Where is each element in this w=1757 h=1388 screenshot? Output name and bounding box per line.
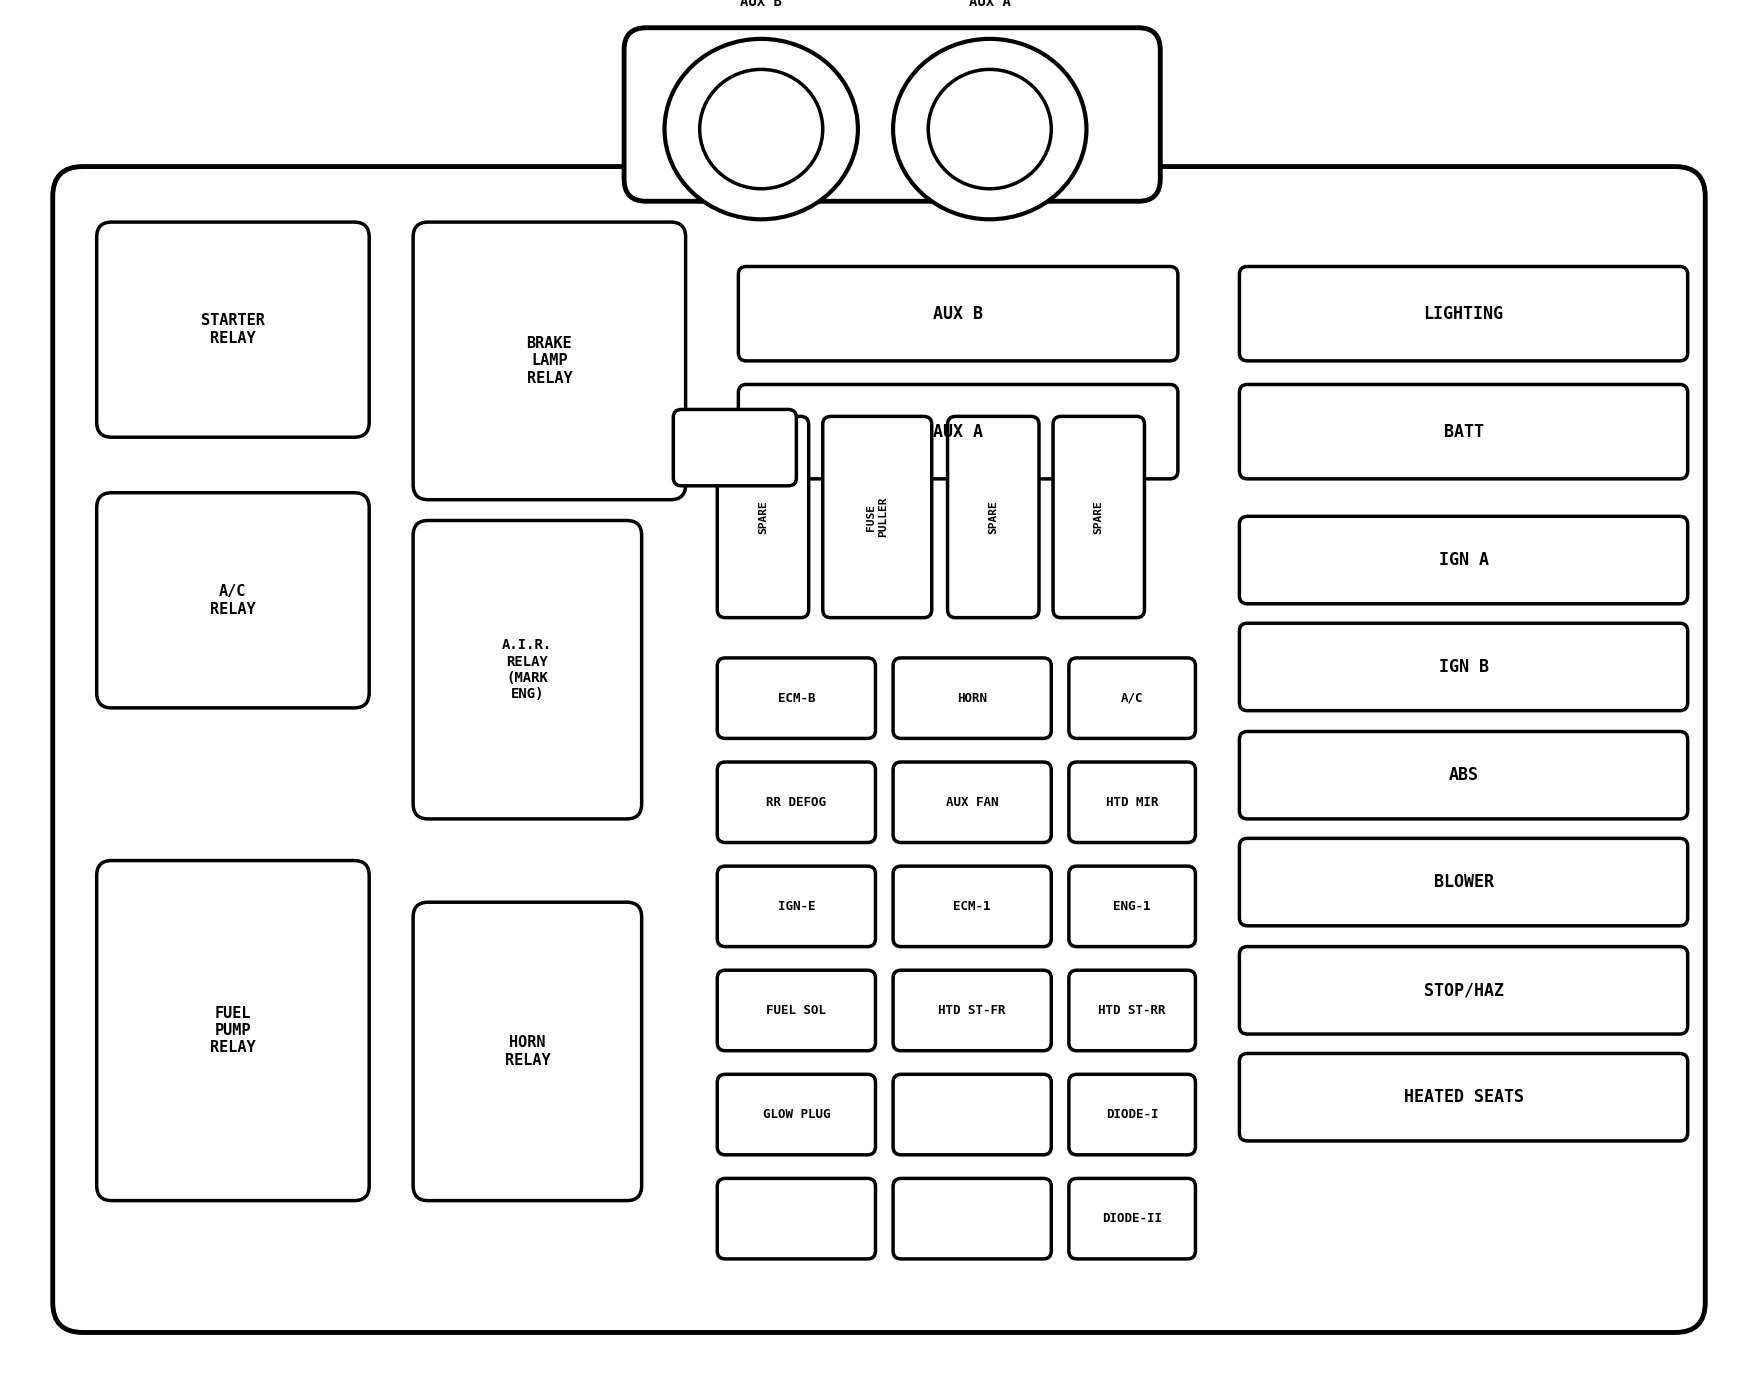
FancyBboxPatch shape	[1239, 947, 1687, 1034]
Text: FUEL
PUMP
RELAY: FUEL PUMP RELAY	[211, 1006, 255, 1055]
FancyBboxPatch shape	[717, 866, 875, 947]
Text: AUX B: AUX B	[740, 0, 782, 8]
Text: AUX B: AUX B	[933, 305, 982, 322]
Text: FUSE
PULLER: FUSE PULLER	[866, 497, 887, 537]
FancyBboxPatch shape	[1239, 838, 1687, 926]
Text: LIGHTING: LIGHTING	[1423, 305, 1502, 322]
Text: HORN
RELAY: HORN RELAY	[504, 1035, 550, 1067]
Text: SPARE: SPARE	[1093, 500, 1103, 534]
FancyBboxPatch shape	[1239, 731, 1687, 819]
FancyBboxPatch shape	[1068, 762, 1195, 843]
FancyBboxPatch shape	[624, 28, 1160, 201]
FancyBboxPatch shape	[947, 416, 1038, 618]
Text: AUX A: AUX A	[968, 0, 1010, 8]
Text: GLOW PLUG: GLOW PLUG	[763, 1108, 829, 1122]
Text: ECM-1: ECM-1	[952, 899, 991, 913]
Text: STARTER
RELAY: STARTER RELAY	[200, 314, 265, 346]
FancyBboxPatch shape	[1239, 266, 1687, 361]
FancyBboxPatch shape	[1239, 623, 1687, 711]
FancyBboxPatch shape	[1239, 1053, 1687, 1141]
FancyBboxPatch shape	[893, 762, 1051, 843]
FancyBboxPatch shape	[717, 416, 808, 618]
FancyBboxPatch shape	[413, 520, 641, 819]
FancyBboxPatch shape	[673, 409, 796, 486]
Text: BRAKE
LAMP
RELAY: BRAKE LAMP RELAY	[527, 336, 571, 386]
Text: SPARE: SPARE	[757, 500, 768, 534]
FancyBboxPatch shape	[1068, 1074, 1195, 1155]
Text: ENG-1: ENG-1	[1112, 899, 1151, 913]
Text: HORN: HORN	[956, 691, 987, 705]
FancyBboxPatch shape	[822, 416, 931, 618]
Text: SPARE: SPARE	[987, 500, 998, 534]
Text: FUEL SOL: FUEL SOL	[766, 1004, 826, 1017]
FancyBboxPatch shape	[717, 1178, 875, 1259]
FancyBboxPatch shape	[1068, 866, 1195, 947]
Text: BLOWER: BLOWER	[1432, 873, 1493, 891]
Text: HEATED SEATS: HEATED SEATS	[1402, 1088, 1523, 1106]
Text: HTD ST-RR: HTD ST-RR	[1098, 1004, 1165, 1017]
Ellipse shape	[928, 69, 1051, 189]
FancyBboxPatch shape	[738, 266, 1177, 361]
FancyBboxPatch shape	[1068, 1178, 1195, 1259]
Text: A/C: A/C	[1121, 691, 1142, 705]
FancyBboxPatch shape	[893, 1074, 1051, 1155]
FancyBboxPatch shape	[893, 866, 1051, 947]
FancyBboxPatch shape	[717, 762, 875, 843]
Text: A/C
RELAY: A/C RELAY	[211, 584, 255, 616]
Text: IGN B: IGN B	[1437, 658, 1488, 676]
Ellipse shape	[664, 39, 857, 219]
FancyBboxPatch shape	[1068, 970, 1195, 1051]
FancyBboxPatch shape	[893, 970, 1051, 1051]
Text: IGN A: IGN A	[1437, 551, 1488, 569]
FancyBboxPatch shape	[1239, 516, 1687, 604]
FancyBboxPatch shape	[97, 493, 369, 708]
FancyBboxPatch shape	[413, 222, 685, 500]
Text: DIODE-I: DIODE-I	[1105, 1108, 1158, 1122]
FancyBboxPatch shape	[1239, 384, 1687, 479]
Ellipse shape	[699, 69, 822, 189]
Text: DIODE-II: DIODE-II	[1102, 1212, 1161, 1226]
Text: BATT: BATT	[1442, 423, 1483, 440]
FancyBboxPatch shape	[738, 384, 1177, 479]
Text: STOP/HAZ: STOP/HAZ	[1423, 981, 1502, 999]
FancyBboxPatch shape	[1052, 416, 1144, 618]
Text: AUX A: AUX A	[933, 423, 982, 440]
FancyBboxPatch shape	[97, 222, 369, 437]
Text: HTD MIR: HTD MIR	[1105, 795, 1158, 809]
FancyBboxPatch shape	[893, 658, 1051, 738]
FancyBboxPatch shape	[893, 1178, 1051, 1259]
Text: IGN-E: IGN-E	[777, 899, 815, 913]
FancyBboxPatch shape	[717, 1074, 875, 1155]
Text: ABS: ABS	[1448, 766, 1478, 784]
Ellipse shape	[893, 39, 1086, 219]
FancyBboxPatch shape	[717, 970, 875, 1051]
Text: HTD ST-FR: HTD ST-FR	[938, 1004, 1005, 1017]
Text: A.I.R.
RELAY
(MARK
ENG): A.I.R. RELAY (MARK ENG)	[503, 638, 552, 701]
Text: AUX FAN: AUX FAN	[945, 795, 998, 809]
FancyBboxPatch shape	[717, 658, 875, 738]
FancyBboxPatch shape	[53, 167, 1704, 1332]
Text: RR DEFOG: RR DEFOG	[766, 795, 826, 809]
FancyBboxPatch shape	[97, 861, 369, 1201]
FancyBboxPatch shape	[1068, 658, 1195, 738]
FancyBboxPatch shape	[413, 902, 641, 1201]
Text: ECM-B: ECM-B	[777, 691, 815, 705]
